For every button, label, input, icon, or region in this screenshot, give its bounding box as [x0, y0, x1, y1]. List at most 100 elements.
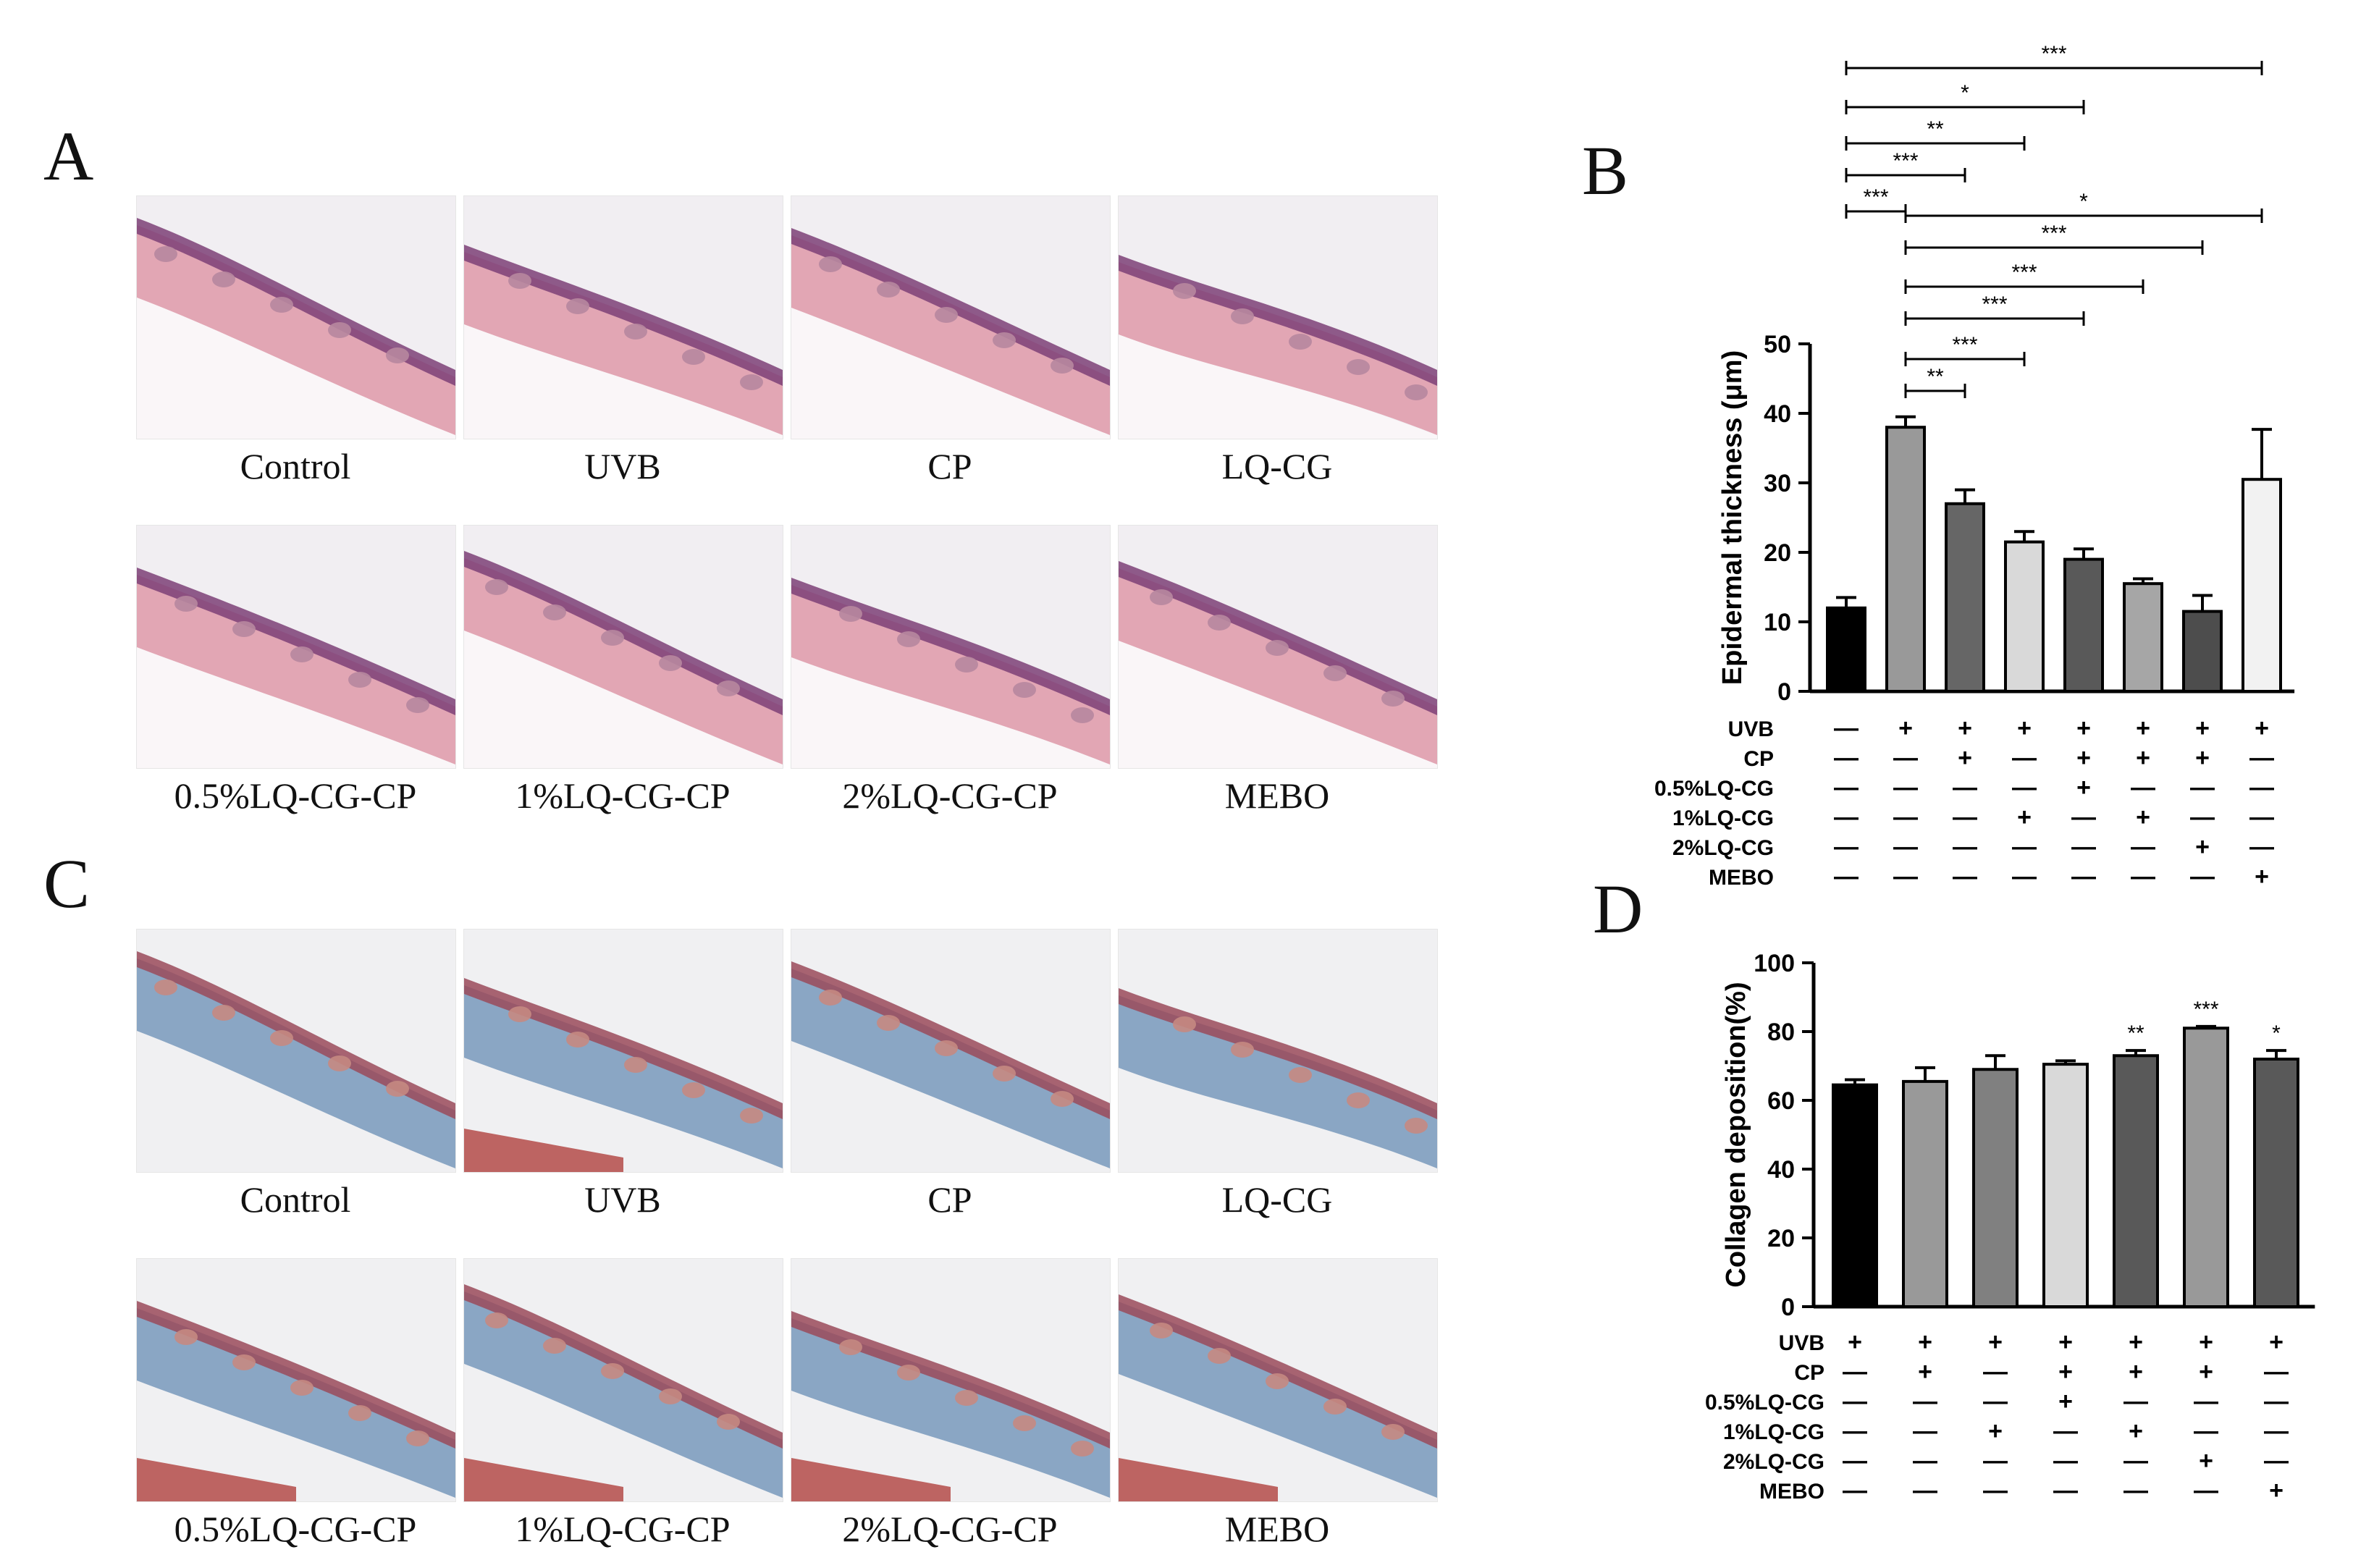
micrograph-caption: 0.5%LQ-CG-CP	[174, 775, 417, 816]
bar-4	[2042, 1063, 2089, 1308]
y-tick-label: 100	[1754, 950, 1795, 977]
table-cell: —	[1913, 1447, 1937, 1475]
table-cell: —	[1843, 1417, 1867, 1445]
bar-8	[2242, 478, 2282, 693]
bracket-label: ***	[2011, 261, 2037, 284]
table-cell: —	[1983, 1358, 2008, 1386]
significance-label: *	[2272, 1021, 2281, 1045]
bracket-label: ***	[1982, 292, 2007, 316]
y-tick-label: 60	[1767, 1087, 1795, 1115]
micrograph-a-8	[1118, 525, 1438, 769]
bracket-label: **	[1927, 117, 1944, 141]
table-cell: —	[2190, 863, 2215, 890]
table-cell: —	[1953, 804, 1977, 831]
table-cell: +	[2269, 1477, 2283, 1504]
table-cell: +	[2058, 1388, 2073, 1415]
table-row-label: 2%LQ-CG	[1672, 836, 1774, 860]
y-axis-label: Epidermal thickness (μm)	[1717, 350, 1748, 686]
micrograph-caption: CP	[927, 1179, 972, 1220]
table-cell: —	[2123, 1388, 2148, 1415]
table-cell: —	[1913, 1477, 1937, 1504]
table-row-label: 0.5%LQ-CG	[1705, 1391, 1824, 1415]
table-cell: —	[2249, 774, 2274, 801]
panel-letter-c: C	[43, 845, 91, 922]
bracket-label: *	[2079, 190, 2088, 214]
table-cell: —	[2053, 1417, 2078, 1445]
table-cell: —	[2190, 774, 2215, 801]
table-cell: +	[2136, 744, 2150, 772]
micrograph-caption: 2%LQ-CG-CP	[842, 775, 1058, 816]
table-cell: —	[2194, 1388, 2218, 1415]
y-tick-label: 20	[1764, 539, 1791, 567]
micrograph-caption: UVB	[584, 1179, 661, 1220]
table-cell: —	[2131, 833, 2155, 861]
table-row-label: 2%LQ-CG	[1723, 1450, 1824, 1474]
bar-3	[1972, 1068, 2019, 1308]
table-cell: +	[2199, 1328, 2213, 1356]
y-tick-label: 40	[1767, 1156, 1795, 1184]
bracket-label: ***	[1952, 333, 1977, 357]
table-cell: —	[2264, 1447, 2289, 1475]
bar-2	[1902, 1079, 1948, 1308]
table-cell: —	[1983, 1447, 2008, 1475]
y-tick-label: 30	[1764, 470, 1791, 497]
micrograph-c-8	[1118, 1258, 1438, 1502]
table-cell: —	[2194, 1417, 2218, 1445]
panel-letter-d: D	[1593, 870, 1643, 948]
table-cell: —	[2264, 1388, 2289, 1415]
table-cell: —	[2012, 863, 2037, 890]
bar-2	[1885, 426, 1926, 693]
table-cell: —	[2053, 1477, 2078, 1504]
bar-7	[2253, 1058, 2299, 1308]
micrograph-caption: 2%LQ-CG-CP	[842, 1509, 1058, 1549]
bar-4	[2004, 540, 2045, 693]
table-cell: —	[2012, 833, 2037, 861]
table-cell: +	[2255, 863, 2269, 890]
bracket-label: ***	[1893, 149, 1918, 173]
table-cell: +	[2129, 1358, 2143, 1386]
table-row-label: MEBO	[1709, 866, 1774, 890]
micrograph-c-7	[791, 1258, 1111, 1502]
table-cell: —	[1953, 863, 1977, 890]
table-cell: —	[2123, 1477, 2148, 1504]
table-cell: +	[2017, 804, 2032, 831]
bar-5	[2113, 1054, 2159, 1308]
panel-letter-b: B	[1582, 132, 1629, 209]
bar-6	[2123, 582, 2163, 694]
y-tick-label: 20	[1767, 1225, 1795, 1252]
table-cell: —	[2131, 863, 2155, 890]
table-cell: +	[2076, 715, 2091, 742]
table-row-label: UVB	[1728, 717, 1774, 741]
micrograph-caption: LQ-CG	[1221, 446, 1333, 486]
table-cell: —	[1953, 774, 1977, 801]
table-cell: —	[2123, 1447, 2148, 1475]
table-cell: —	[1834, 804, 1859, 831]
table-cell: —	[2190, 804, 2215, 831]
bar-3	[1945, 502, 1985, 693]
micrograph-caption: CP	[927, 446, 972, 486]
table-cell: —	[1843, 1477, 1867, 1504]
micrograph-a-4	[1118, 195, 1438, 439]
micrograph-caption: Control	[240, 446, 351, 486]
table-cell: —	[2249, 833, 2274, 861]
table-cell: +	[2269, 1328, 2283, 1356]
micrograph-c-2	[463, 929, 783, 1173]
y-tick-label: 0	[1781, 1294, 1795, 1321]
table-cell: —	[2194, 1477, 2218, 1504]
micrograph-caption: UVB	[584, 446, 661, 486]
table-cell: —	[1893, 804, 1918, 831]
table-cell: —	[1834, 715, 1859, 742]
bracket-label: ***	[2041, 222, 2066, 245]
table-cell: —	[1913, 1417, 1937, 1445]
y-tick-label: 50	[1764, 331, 1791, 358]
table-cell: —	[1953, 833, 1977, 861]
bracket-label: ***	[2041, 42, 2066, 66]
table-cell: +	[2136, 715, 2150, 742]
table-row-label: UVB	[1779, 1331, 1824, 1355]
micrograph-caption: 0.5%LQ-CG-CP	[174, 1509, 417, 1549]
table-cell: +	[2195, 833, 2210, 861]
table-cell: +	[2199, 1358, 2213, 1386]
table-cell: +	[2076, 774, 2091, 801]
table-cell: —	[2012, 774, 2037, 801]
micrograph-a-3	[791, 195, 1111, 439]
